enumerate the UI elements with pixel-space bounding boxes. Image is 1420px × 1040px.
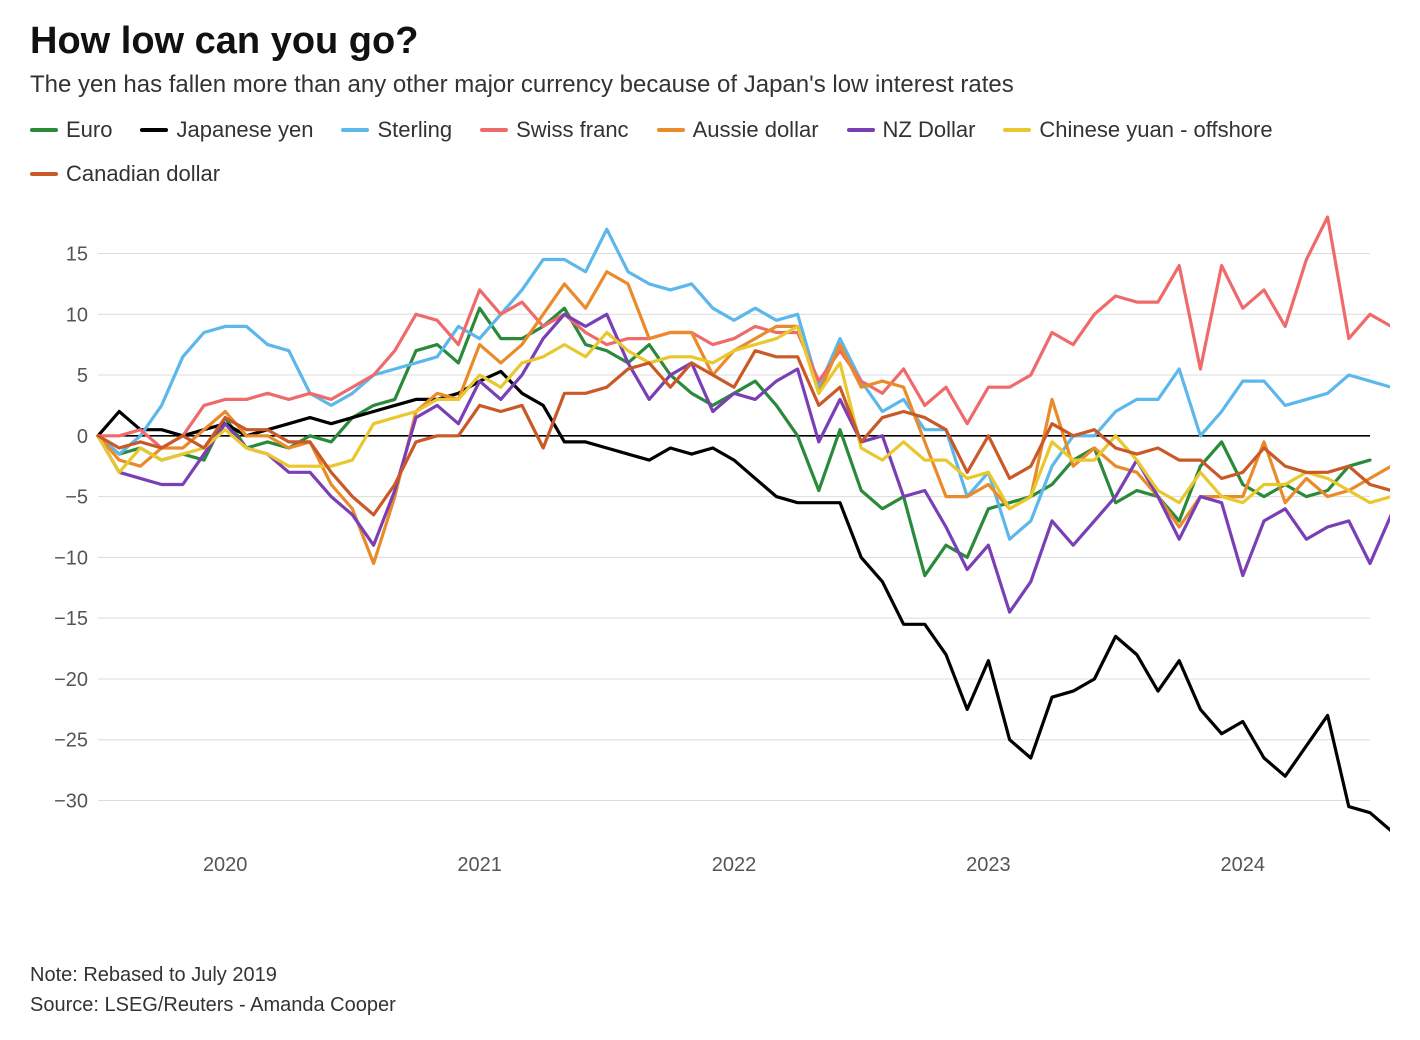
y-axis-label: −30	[54, 791, 88, 813]
legend-swatch	[847, 128, 875, 132]
legend-swatch	[657, 128, 685, 132]
y-axis-label: −25	[54, 730, 88, 752]
x-axis-label: 2022	[712, 854, 757, 876]
legend-item: Swiss franc	[480, 117, 628, 143]
legend-item: NZ Dollar	[847, 117, 976, 143]
y-axis-label: 15	[66, 243, 88, 265]
legend-swatch	[341, 128, 369, 132]
y-axis-label: −10	[54, 547, 88, 569]
legend-label: Sterling	[377, 117, 452, 143]
legend-label: Chinese yuan - offshore	[1039, 117, 1272, 143]
legend-label: Aussie dollar	[693, 117, 819, 143]
legend-item: Sterling	[341, 117, 452, 143]
series-line	[98, 229, 1390, 539]
source-text: Source: LSEG/Reuters - Amanda Cooper	[30, 990, 1390, 1020]
x-axis-label: 2021	[457, 854, 502, 876]
legend-label: Canadian dollar	[66, 161, 220, 187]
y-axis-label: 10	[66, 304, 88, 326]
x-axis-label: 2023	[966, 854, 1011, 876]
line-chart: −30 −25 −20 −15 −10 −5 0 5 10 15 2020 2021 2022 2023 2…	[30, 207, 1390, 887]
footnotes: Note: Rebased to July 2019 Source: LSEG/…	[30, 960, 1390, 1020]
y-axis-label: 0	[77, 426, 88, 448]
subtitle: The yen has fallen more than any other m…	[30, 71, 1390, 99]
legend-item: Euro	[30, 117, 112, 143]
legend-item: Aussie dollar	[657, 117, 819, 143]
x-axis-label: 2020	[203, 854, 248, 876]
legend-swatch	[30, 172, 58, 176]
legend-label: NZ Dollar	[883, 117, 976, 143]
y-axis-label: −15	[54, 608, 88, 630]
legend-swatch	[140, 128, 168, 132]
y-axis-label: 5	[77, 365, 88, 387]
legend-item: Canadian dollar	[30, 161, 220, 187]
series-line	[98, 217, 1390, 448]
legend-item: Japanese yen	[140, 117, 313, 143]
legend-swatch	[480, 128, 508, 132]
legend: Euro Japanese yen Sterling Swiss franc Aussi…	[30, 117, 1390, 187]
legend-label: Japanese yen	[176, 117, 313, 143]
y-axis-label: −20	[54, 669, 88, 691]
y-axis-label: −5	[65, 487, 88, 509]
legend-item: Chinese yuan - offshore	[1003, 117, 1272, 143]
chart-container: How low can you go? The yen has fallen m…	[0, 0, 1420, 1040]
note-text: Note: Rebased to July 2019	[30, 960, 1390, 990]
legend-label: Swiss franc	[516, 117, 628, 143]
page-title: How low can you go?	[30, 20, 1390, 63]
legend-swatch	[30, 128, 58, 132]
legend-label: Euro	[66, 117, 112, 143]
chart-area: −30 −25 −20 −15 −10 −5 0 5 10 15 2020 2021 2022 2023 2…	[30, 207, 1390, 950]
x-axis-label: 2024	[1221, 854, 1266, 876]
legend-swatch	[1003, 128, 1031, 132]
